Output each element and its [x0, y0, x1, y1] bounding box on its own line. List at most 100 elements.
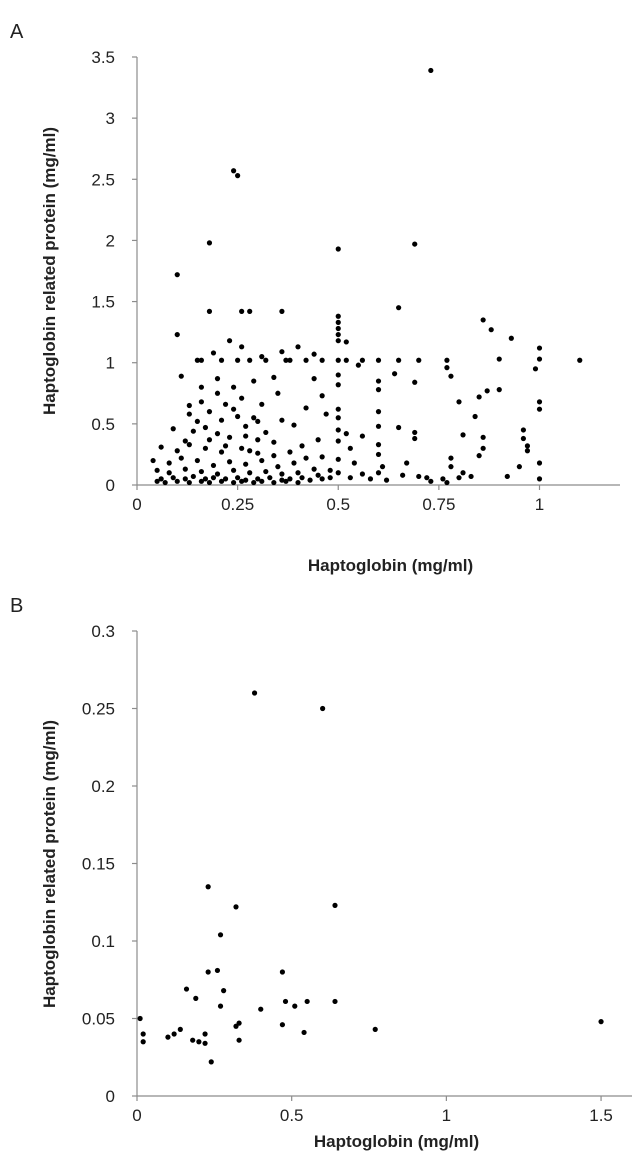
panel-a-data-point — [182, 476, 188, 482]
panel-a-data-point — [532, 366, 539, 372]
panel-a-data-point — [182, 438, 188, 444]
panel-b-data-point — [205, 969, 211, 975]
panel-a-y-tick-label: 1.5 — [91, 293, 115, 312]
panel-b-data-point — [251, 690, 258, 696]
panel-a-data-point — [174, 448, 180, 454]
panel-b-data-point — [165, 1034, 171, 1040]
panel-a-data-point — [158, 476, 164, 482]
panel-a-data-point — [154, 467, 160, 473]
panel-b-x-tick-label: 0.5 — [280, 1106, 304, 1125]
panel-a-data-point — [255, 418, 261, 425]
panel-a-data-point — [375, 442, 382, 448]
panel-a-chart: 0 0.5 1 1.5 2 2.5 3 3.5 0 0.25 0.5 0.75 1 Haptoglobin… — [40, 48, 620, 575]
panel-a-data-point — [396, 357, 402, 363]
panel-a-data-point — [416, 473, 422, 480]
panel-a-data-point — [263, 468, 269, 475]
panel-b-data-point — [208, 1059, 214, 1065]
panel-a-data-point — [231, 384, 237, 390]
panel-b-x-tick-label: 1.5 — [589, 1106, 613, 1125]
panel-a-data-point — [198, 478, 204, 484]
panel-a-data-point — [170, 475, 176, 481]
panel-a-data-point — [202, 424, 209, 431]
panel-a-data-point — [174, 272, 180, 278]
panel-a-data-point — [194, 418, 200, 425]
panel-a-data-point — [166, 460, 172, 466]
panel-a-data-point — [347, 475, 353, 481]
panel-a-data-point — [158, 444, 164, 450]
panel-a-data-point — [536, 476, 543, 482]
panel-a-data-point — [319, 357, 325, 363]
panel-a-data-point — [524, 448, 531, 454]
panel-a-data-point — [335, 382, 341, 388]
panel-a-data-point — [182, 466, 188, 472]
panel-b-data-point — [233, 904, 239, 910]
panel-a-data-point — [400, 472, 406, 478]
panel-a-data-point — [235, 475, 241, 481]
panel-a-data-point — [444, 357, 450, 363]
panel-a-data-point — [190, 428, 196, 434]
panel-a-data-point — [206, 308, 213, 314]
panel-a-data-point — [206, 240, 213, 246]
panel-a-data-point — [319, 393, 325, 399]
panel-a-data-point — [210, 462, 217, 469]
panel-b-data-point — [171, 1031, 177, 1037]
panel-a-data-point — [476, 394, 482, 400]
panel-a-data-point — [335, 456, 341, 462]
panel-a-data-point — [214, 471, 221, 477]
panel-b-data-point — [177, 1026, 183, 1032]
panel-a-data-point — [335, 246, 341, 252]
panel-a-data-point — [577, 357, 583, 363]
panel-a-data-point — [323, 411, 329, 417]
panel-a-data-point — [214, 376, 221, 382]
panel-b-data-point — [217, 932, 224, 938]
panel-a-data-point — [251, 479, 257, 486]
panel-a-data-point — [255, 476, 261, 482]
panel-b-letter: B — [10, 595, 23, 617]
panel-a-y-axis-title: Haptoglobin related protein (mg/ml) — [40, 127, 59, 415]
panel-a-data-point — [295, 470, 301, 476]
panel-a-data-point — [412, 435, 418, 442]
panel-b-y-tick-label: 0.05 — [82, 1010, 115, 1029]
panel-a-data-point — [379, 464, 386, 470]
panel-a-data-point — [524, 443, 531, 449]
panel-a-data-point — [416, 357, 422, 363]
panel-b-x-axis-title: Haptoglobin (mg/ml) — [314, 1132, 479, 1151]
panel-a-data-point — [347, 445, 353, 451]
panel-a-data-point — [275, 390, 281, 396]
panel-a-data-point — [396, 424, 402, 431]
panel-a-data-point — [508, 335, 514, 341]
panel-a-data-point — [231, 168, 237, 174]
panel-a-data-point — [279, 308, 285, 314]
panel-b-data-point — [196, 1039, 202, 1045]
panel-b-data-point — [140, 1031, 146, 1037]
panel-a-y-tick-label: 0.5 — [91, 415, 115, 434]
panel-a-data-point — [303, 357, 309, 363]
panel-a-data-point — [198, 357, 204, 363]
panel-a-data-point — [194, 457, 200, 464]
panel-b-data-point — [217, 1003, 224, 1009]
panel-a-data-point — [202, 476, 209, 482]
panel-a-data-point — [235, 173, 241, 179]
panel-a-data-point — [279, 471, 285, 477]
panel-a-data-point — [231, 406, 237, 412]
panel-a-data-point — [291, 422, 297, 428]
panel-a-data-point — [186, 402, 192, 409]
panel-a-data-point — [311, 466, 317, 472]
panel-a-data-point — [210, 475, 217, 481]
panel-b-y-tick-label: 0.15 — [82, 855, 115, 874]
panel-a-data-point — [243, 423, 249, 429]
panel-a-data-point — [520, 427, 527, 433]
panel-a-data-point — [351, 460, 357, 466]
panel-b-x-tick-label: 0 — [132, 1106, 141, 1125]
panel-b-data-point — [233, 1023, 239, 1029]
panel-a-data-point — [404, 460, 410, 466]
panel-a-data-point — [259, 354, 265, 360]
panel-b-data-point — [320, 705, 326, 712]
panel-a-data-point — [428, 478, 434, 484]
panel-a-data-point — [247, 470, 253, 476]
panel-a-data-point — [243, 433, 249, 439]
panel-a-data-point — [335, 325, 341, 332]
panel-a-data-point — [335, 313, 341, 319]
panel-a-data-point — [279, 417, 285, 423]
panel-a-data-point — [263, 357, 269, 363]
